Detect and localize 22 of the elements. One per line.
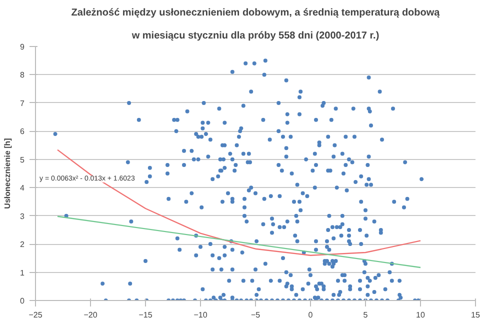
y-tick-label: 0 (20, 296, 26, 306)
y-tick-label: 5 (20, 155, 26, 164)
y-tick-label: 7 (20, 98, 26, 108)
y-tick-label: 8 (20, 70, 26, 80)
x-tick-label: −25 (28, 310, 43, 320)
chart-title: Zależność między usłonecznieniem dobowym, a średnią temperaturą dobową (71, 8, 440, 18)
x-tick-label: −5 (250, 310, 261, 320)
y-tick-label: 9 (20, 42, 26, 52)
y-tick-label: 6 (20, 127, 26, 136)
y-axis-title: Usłonecznienie [h] (3, 138, 12, 209)
x-tick-label: 0 (308, 310, 314, 320)
y-tick-label: 4 (20, 184, 26, 193)
x-tick-label: 10 (416, 310, 426, 320)
x-tick-label: −20 (84, 310, 98, 320)
y-tick-label: 3 (20, 212, 26, 221)
x-tick-label: −15 (138, 310, 153, 320)
chart-subtitle: w miesiącu styczniu dla próby 558 dni (2000-2017 r.) (130, 30, 380, 42)
x-tick-label: 5 (363, 310, 368, 320)
x-tick-label: 15 (471, 310, 480, 320)
y-tick-label: 1 (20, 268, 26, 278)
x-tick-label: −10 (194, 310, 208, 320)
y-tick-label: 2 (20, 240, 26, 250)
